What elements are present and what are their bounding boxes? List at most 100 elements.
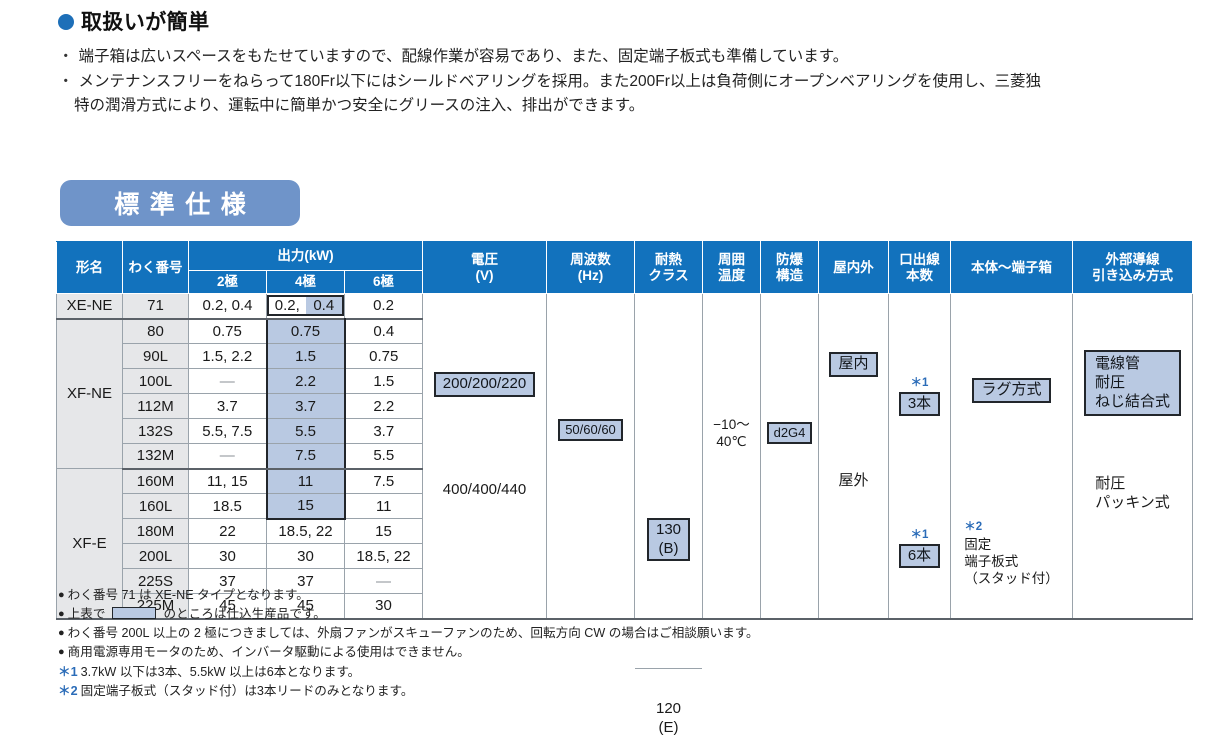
cell-pole2: 30 <box>188 543 267 569</box>
cell-pole6: 0.2 <box>344 293 423 319</box>
cell-model: XF-NE <box>56 317 123 469</box>
cell-frame: 71 <box>122 293 189 319</box>
list-marker: ・ <box>58 48 74 65</box>
th-frequency: 周波数 (Hz) <box>546 241 635 294</box>
external-boxed-group: 電線管 耐圧 ねじ結合式 <box>1083 350 1181 417</box>
footnote-2: ● 上表で のところは仕込生産品です。 <box>58 605 1198 624</box>
footnotes: ● わく番号 71 は XE-NE タイプとなります。 ● 上表で のところは仕… <box>58 586 1198 701</box>
table-row: XF-E 160M 11, 15 11 7.5 <box>56 468 1193 619</box>
th-model: 形名 <box>56 241 123 294</box>
external-boxed-line2: 耐圧 <box>1094 373 1125 391</box>
voltage-plain-400: 400/400/440 <box>442 481 527 498</box>
th-explosion-proof-line1: 防爆 <box>776 251 803 267</box>
footnote-marker: ● <box>58 589 65 601</box>
heat-class-plain-wrap: 120 (E) <box>635 699 702 737</box>
footnote-marker: ● <box>58 646 65 659</box>
intro-bullet-1-text: 端子箱は広いスペースをもたせていますので、配線作業が容易であり、また、固定端子板… <box>78 48 849 65</box>
cell-pole6: 0.75 <box>344 343 423 369</box>
cell-pole2: 22 <box>188 518 267 544</box>
th-output-group: 出力(kW) <box>188 241 423 271</box>
footnote-marker-asterisk-2: ＊2 <box>58 683 78 698</box>
table-row: 132S 5.5, 7.5 5.5 3.7 <box>57 418 1193 444</box>
cell-external-wiring-merged: 電線管 耐圧 ねじ結合式 耐圧 パッキン式 <box>1072 293 1193 619</box>
cell-frame: 100L <box>122 368 189 394</box>
cell-pole2: — <box>188 443 267 470</box>
cell-frame: 112M <box>122 393 189 419</box>
th-heat-class-line2: クラス <box>648 267 689 283</box>
body-plain-asterisk: ＊2 <box>964 521 983 533</box>
cell-indoor-outdoor-merged: 屋内 屋外 <box>818 293 889 619</box>
cell-pole4-split: 0.2, 0.4 <box>266 293 345 319</box>
cell-frame: 200L <box>122 543 189 569</box>
table-header: 形名 わく番号 出力(kW) 電圧 (V) 周波数 (Hz) 耐熱 クラス 周囲… <box>56 241 1193 294</box>
table-row: 112M 3.7 3.7 2.2 <box>57 393 1193 419</box>
heat-class-boxed-130B: 130 (B) <box>646 517 691 562</box>
footnote-1-text: わく番号 71 は XE-NE タイプとなります。 <box>67 588 309 602</box>
intro-bullet-2-text: メンテナンスフリーをねらって180Fr以下にはシールドベアリングを採用。また20… <box>78 72 1041 90</box>
cell-pole6: 1.5 <box>344 368 423 394</box>
table-row: 200L 30 30 18.5, 22 <box>57 543 1193 569</box>
footnote-4: ● 商用電源専用モータのため、インバータ駆動による使用はできません。 <box>58 643 1198 662</box>
th-explosion-proof: 防爆 構造 <box>760 241 819 294</box>
th-voltage-line2: (V) <box>475 267 494 283</box>
table-header-row-1: 形名 わく番号 出力(kW) 電圧 (V) 周波数 (Hz) 耐熱 クラス 周囲… <box>56 241 1193 294</box>
intro-section: 取扱いが簡単 ・ 端子箱は広いスペースをもたせていますので、配線作業が容易であり… <box>58 6 1218 119</box>
footnote-2-text-before: 上表で <box>67 607 106 622</box>
footnote-6: ＊2 固定端子板式（スタッド付）は3本リードのみとなります。 <box>58 682 1198 701</box>
indoor-boxed-wrap: 屋内 <box>819 352 888 377</box>
footnote-marker: ● <box>58 608 65 621</box>
footnote-3-text: わく番号 200L 以上の 2 極につきましては、外扇ファンがスキューファンのた… <box>67 626 759 641</box>
cell-heat-class-merged: 130 (B) 120 (E) <box>634 293 703 736</box>
cell-model: XE-NE <box>56 293 123 319</box>
table-row: 180M 22 18.5, 22 15 <box>57 518 1193 544</box>
spec-table-wrapper: 形名 わく番号 出力(kW) 電圧 (V) 周波数 (Hz) 耐熱 クラス 周囲… <box>56 241 1193 736</box>
footnote-marker-asterisk-1: ＊1 <box>58 664 78 679</box>
th-ambient-temp: 周囲 温度 <box>702 241 761 294</box>
cell-frame: 132S <box>122 418 189 444</box>
leads-3-stack: ＊1 3本 <box>898 377 941 417</box>
cell-pole2: 1.5, 2.2 <box>188 343 267 369</box>
cell-pole4: 37 <box>266 568 345 594</box>
outdoor-plain-label: 屋外 <box>838 472 869 489</box>
voltage-plain-wrap: 400/400/440 <box>423 480 546 499</box>
cell-frame: 225S <box>122 568 189 594</box>
footnote-6-text: 固定端子板式（スタッド付）は3本リードのみとなります。 <box>80 683 414 698</box>
ambient-temp-range: −10～ 40℃ <box>713 417 750 450</box>
footnote-4-text: 商用電源専用モータのため、インバータ駆動による使用はできません。 <box>67 645 470 660</box>
external-plain-group: 耐圧 パッキン式 <box>1095 474 1170 512</box>
footnote-marker: ● <box>58 627 65 640</box>
body-boxed-wrap: ラグ方式 <box>951 378 1072 403</box>
cell-pole2: 45 <box>188 593 267 619</box>
cell-frequency-merged: 50/60/60 <box>546 293 635 619</box>
table-row: 132M — 7.5 5.5 <box>57 443 1193 470</box>
specification-table: 形名 わく番号 出力(kW) 電圧 (V) 周波数 (Hz) 耐熱 クラス 周囲… <box>56 241 1193 736</box>
cell-pole4-highlighted: 11 <box>265 468 346 494</box>
frequency-boxed-wrap: 50/60/60 <box>547 419 634 442</box>
footnote-1: ● わく番号 71 は XE-NE タイプとなります。 <box>58 586 1198 605</box>
th-explosion-proof-line2: 構造 <box>776 267 803 283</box>
leads-6-stack: ＊1 6本 <box>898 529 941 569</box>
leads-3-asterisk: ＊1 <box>910 377 929 389</box>
cell-pole4: 18.5, 22 <box>266 518 345 544</box>
cell-frame: 160L <box>122 493 189 519</box>
cell-pole4: 45 <box>266 593 345 619</box>
cell-frame: 180M <box>122 518 189 544</box>
th-pole-2: 2極 <box>188 270 267 294</box>
cell-pole6: 2.2 <box>344 393 423 419</box>
explosion-proof-boxed-d2G4: d2G4 <box>766 422 813 445</box>
heat-class-plain-120E: 120 (E) <box>655 699 682 736</box>
th-lead-count-line1: 口出線 <box>899 251 940 267</box>
intro-bullet-2-cont-text: 特の潤滑方式により、運転中に簡単かつ安全にグリースの注入、排出ができます。 <box>74 97 645 115</box>
cell-pole4-highlighted: 3.7 <box>265 393 346 419</box>
section-title-standard-specifications: 標準仕様 <box>60 180 300 226</box>
pole4-split-group: 0.2, 0.4 <box>267 295 344 317</box>
cell-frame: 90L <box>122 343 189 369</box>
cell-pole4-highlighted: 5.5 <box>265 418 346 444</box>
th-voltage: 電圧 (V) <box>422 241 547 294</box>
intro-heading: 取扱いが簡単 <box>58 6 1218 36</box>
cell-pole2: 11, 15 <box>188 468 267 494</box>
cell-pole6: 5.5 <box>344 443 423 470</box>
cell-pole2: 3.7 <box>188 393 267 419</box>
cell-pole2: 18.5 <box>188 493 267 519</box>
th-ambient-temp-line1: 周囲 <box>718 251 745 267</box>
